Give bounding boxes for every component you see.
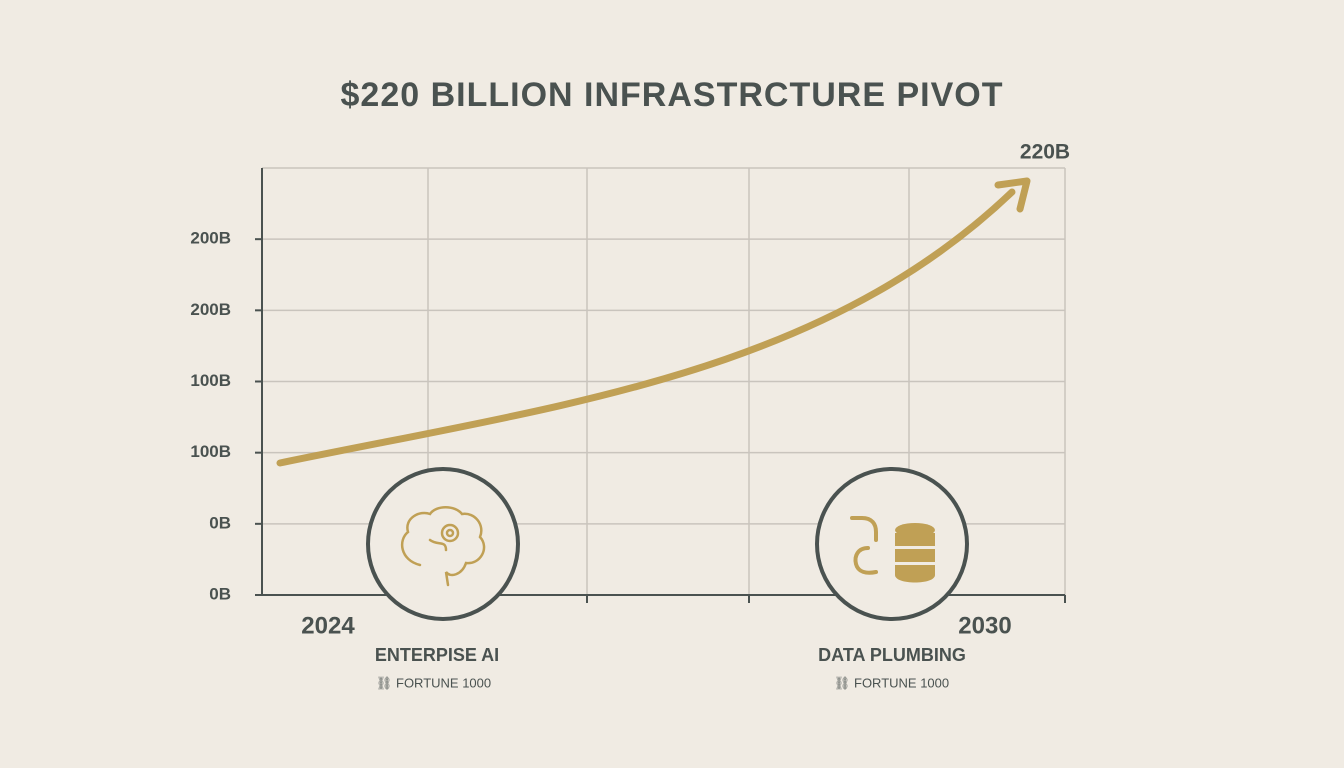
y-tick-label: 100B	[190, 442, 231, 461]
y-tick-label: 200B	[190, 300, 231, 319]
link-icon: ⛓	[834, 675, 851, 690]
panel-label: DATA PLUMBING	[818, 645, 966, 665]
panel-label: ENTERPISE AI	[375, 645, 499, 665]
y-tick-label: 0B	[209, 584, 231, 603]
x-label: 2030	[958, 612, 1011, 639]
panel-sublabel: FORTUNE 1000	[854, 675, 949, 690]
link-icon: ⛓	[376, 675, 393, 690]
y-tick-label: 100B	[190, 371, 231, 390]
chart-title: $220 BILLION INFRASTRCTURE PIVOT	[341, 76, 1004, 114]
end-label: 220B	[1020, 141, 1070, 164]
y-tick-label: 200B	[190, 229, 231, 248]
brain-icon	[400, 506, 486, 587]
y-tick-label: 0B	[209, 513, 231, 532]
plumbing-icon	[850, 516, 935, 583]
growth-curve	[276, 188, 1016, 467]
arrow-head	[994, 177, 1031, 213]
panel-sublabel: FORTUNE 1000	[396, 675, 491, 690]
icon-circle	[815, 467, 969, 621]
x-label: 2024	[301, 612, 355, 639]
